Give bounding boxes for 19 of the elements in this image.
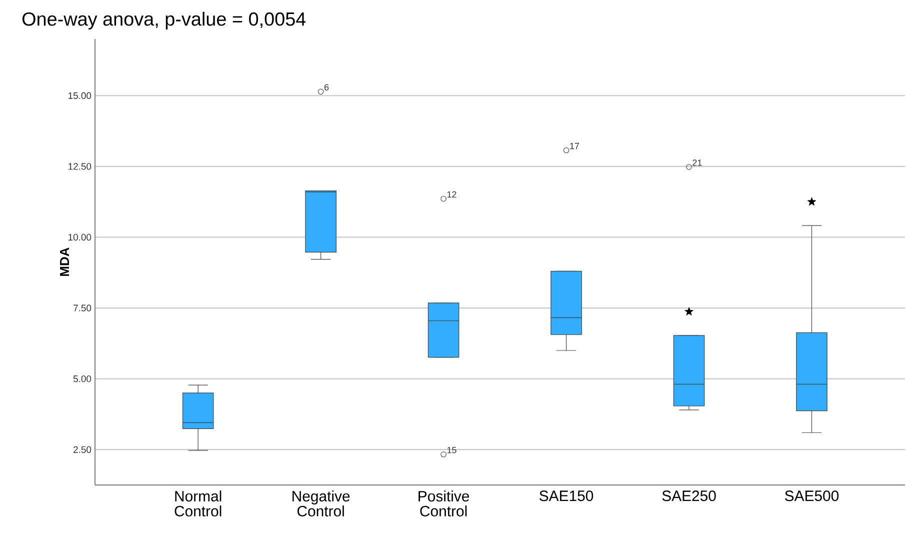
x-tick-label: Positive Control (418, 490, 470, 516)
chart-title: One-way anova, p-value = 0,0054 (22, 12, 306, 30)
annotation: 17 (570, 142, 579, 150)
x-tick-label: SAE250 (662, 490, 716, 502)
x-tick-label: SAE150 (540, 490, 594, 502)
y-tick-label: 10.00 (68, 234, 92, 241)
y-axis-title: MDA (60, 248, 69, 276)
x-tick-label: Negative Control (292, 490, 350, 516)
y-tick-label: 15.00 (68, 92, 92, 99)
annotation: 21 (692, 160, 702, 166)
y-tick-label: 7.50 (74, 304, 92, 312)
y-tick-label: 2.50 (74, 446, 92, 453)
x-tick-label: SAE500 (784, 490, 839, 502)
x-tick-label: Normal Control (174, 490, 222, 516)
y-tick-label: 12.50 (68, 163, 92, 170)
annotation: 6 (324, 84, 329, 90)
annotation: 15 (447, 446, 456, 454)
y-tick-label: 5.00 (73, 375, 92, 382)
annotation: 12 (447, 191, 456, 198)
